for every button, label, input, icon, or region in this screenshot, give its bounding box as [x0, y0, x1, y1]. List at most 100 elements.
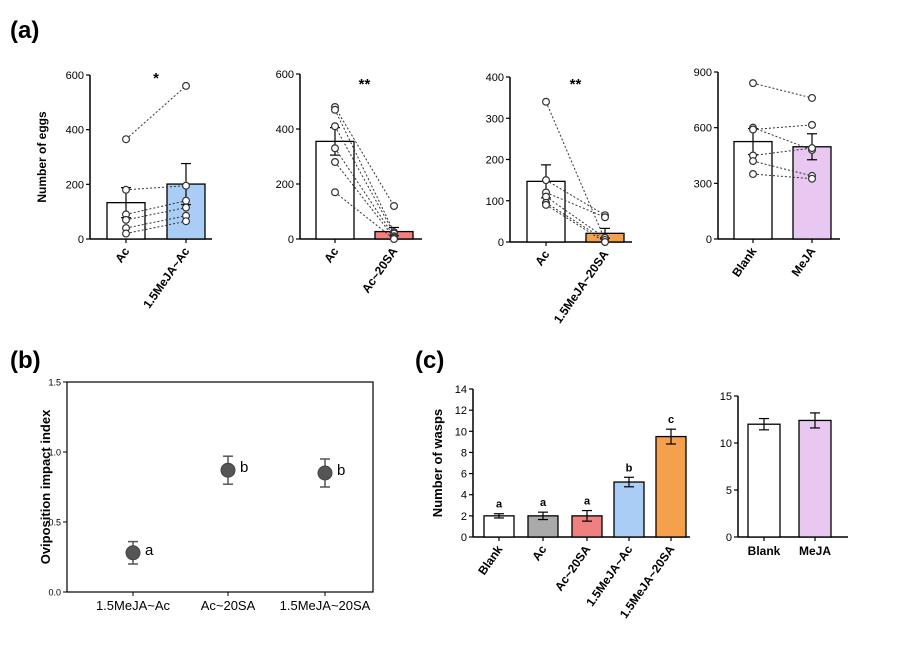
y-tick-label: 900 — [694, 67, 712, 79]
paired-point — [600, 213, 609, 222]
y-tick-label: 12 — [455, 405, 467, 417]
bar — [655, 435, 687, 538]
y-tick-label: 600 — [694, 123, 712, 135]
bar — [483, 515, 515, 538]
y-tick-label: 10 — [455, 426, 467, 438]
paired-point — [748, 170, 757, 179]
category-label: 1.5MeJA~Ac — [96, 598, 171, 613]
paired-point — [807, 120, 816, 129]
paired-line — [334, 191, 395, 240]
category-label: 1.5MeJA~20SA — [280, 598, 371, 613]
paired-point — [331, 144, 340, 153]
y-tick-label: 300 — [694, 178, 712, 190]
chart-a4-eggs-blank-vs-meja: 0 300 600 900 Blank MeJA — [694, 67, 840, 279]
chart-c1-wasps-treatments: 02468101214BlankaAcaAc~20SAa1.5MeJA~Acb1… — [430, 384, 690, 621]
chart-a1-eggs-ac-vs-mejaac: 0 200 400 600 Ac 1.5MeJA~Ac * Number of eggs — [35, 70, 212, 311]
chart-b-oviposition-index: 0.0 0.5 1.0 1.5 a 1.5MeJA~Ac b Ac~20SA b 1.5MeJA~… — [38, 378, 374, 613]
y-tick-label: 0.5 — [48, 518, 61, 528]
y-tick-label: 0 — [78, 234, 84, 246]
category-label: 1.5MeJA~Ac — [140, 244, 192, 310]
y-tick-label: 300 — [486, 113, 504, 125]
category-label: Ac — [529, 542, 549, 563]
paired-point — [331, 122, 340, 131]
data-point — [125, 545, 141, 561]
y-tick-label: 0 — [498, 237, 504, 249]
paired-point — [121, 185, 130, 194]
y-tick-label: 10 — [720, 438, 732, 450]
y-tick-label: 5 — [726, 485, 732, 497]
bar — [798, 419, 832, 538]
paired-line — [125, 85, 187, 140]
y-tick-label: 0 — [288, 234, 294, 246]
significance-letter: b — [626, 462, 633, 474]
y-tick-label: 0.0 — [48, 588, 61, 598]
chart-a2-eggs-ac-vs-ac20sa: 0 200 400 600 Ac Ac~20SA ** — [276, 69, 422, 296]
significance-letter: a — [540, 497, 547, 509]
significance-letter: a — [496, 499, 503, 511]
y-tick-label: 600 — [66, 70, 84, 82]
paired-point — [121, 229, 130, 238]
significance-letter: a — [584, 496, 591, 508]
category-label: MeJA — [799, 544, 831, 558]
y-tick-label: 400 — [276, 124, 294, 136]
paired-point — [182, 217, 191, 226]
y-tick-label: 8 — [461, 447, 467, 459]
significance-letter: b — [240, 459, 248, 476]
y-tick-label: 1.0 — [48, 448, 61, 458]
y-tick-label: 0 — [726, 532, 732, 544]
y-tick-label: 15 — [720, 391, 732, 403]
paired-point — [807, 174, 816, 183]
paired-point — [182, 181, 191, 190]
significance-letter: c — [668, 414, 674, 426]
category-label: Blank — [475, 542, 505, 577]
y-tick-label: 6 — [461, 469, 467, 481]
y-tick-label: 200 — [486, 155, 504, 167]
paired-point — [748, 125, 757, 134]
panel-b-label: (b) — [10, 347, 41, 374]
paired-point — [748, 79, 757, 88]
y-tick-label: 600 — [276, 69, 294, 81]
paired-point — [807, 144, 816, 153]
paired-point — [331, 105, 340, 114]
significance-marker: ** — [570, 76, 582, 93]
significance-letter: b — [337, 462, 345, 479]
paired-line — [334, 147, 395, 237]
category-label: Blank — [748, 544, 781, 558]
y-tick-label: 14 — [455, 384, 467, 396]
paired-point — [541, 200, 550, 209]
paired-point — [121, 135, 130, 144]
panel-c-label: (c) — [415, 347, 444, 374]
y-tick-label: 4 — [461, 490, 467, 502]
paired-point — [807, 93, 816, 102]
y-tick-label: 2 — [461, 511, 467, 523]
paired-point — [390, 202, 399, 211]
category-label: Ac~20SA — [552, 542, 594, 593]
paired-line — [752, 127, 813, 151]
plot-frame — [66, 381, 374, 593]
paired-point — [182, 81, 191, 90]
data-point — [220, 462, 236, 478]
significance-letter: a — [145, 542, 154, 559]
significance-marker: ** — [359, 76, 371, 93]
chart-c2-wasps-blank-vs-meja: 0 5 10 15 Blank MeJA — [720, 391, 848, 558]
bar — [747, 423, 781, 538]
category-label: Ac~20SA — [201, 598, 256, 613]
y-tick-label: 400 — [66, 125, 84, 137]
paired-point — [182, 203, 191, 212]
paired-line — [545, 179, 606, 216]
paired-line — [752, 173, 813, 180]
y-tick-label: 0 — [706, 234, 712, 246]
bar — [792, 146, 832, 240]
paired-point — [748, 157, 757, 166]
paired-point — [121, 215, 130, 224]
paired-line — [545, 101, 606, 241]
paired-point — [182, 196, 191, 205]
panel-a-label: (a) — [10, 17, 39, 44]
y-tick-label: 200 — [66, 179, 84, 191]
category-label: Ac~20SA — [359, 244, 401, 295]
paired-point — [390, 235, 399, 244]
paired-line — [334, 106, 395, 207]
category-label: Ac — [321, 244, 341, 265]
y-axis-title: Number of eggs — [35, 111, 49, 203]
paired-point — [331, 188, 340, 197]
